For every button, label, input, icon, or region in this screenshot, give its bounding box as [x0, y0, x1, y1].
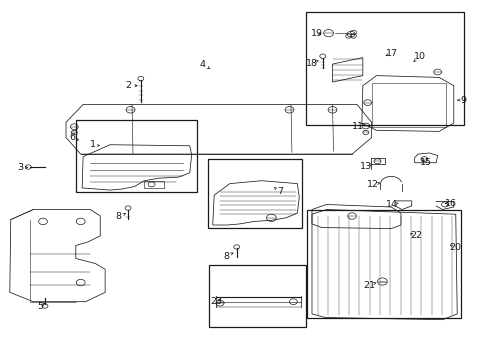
Text: 1: 1 — [90, 140, 96, 149]
Text: 21: 21 — [363, 281, 374, 289]
Text: 9: 9 — [460, 95, 466, 104]
Bar — [76, 120, 196, 192]
Text: 5: 5 — [37, 302, 43, 311]
Text: 23: 23 — [210, 297, 222, 306]
Text: 13: 13 — [359, 162, 371, 171]
Text: 17: 17 — [386, 49, 397, 58]
Text: 8: 8 — [115, 212, 121, 221]
Text: 3: 3 — [18, 163, 23, 172]
Text: 6: 6 — [69, 133, 75, 142]
Text: 22: 22 — [410, 231, 422, 240]
Text: 15: 15 — [420, 158, 431, 167]
Text: 11: 11 — [351, 122, 363, 131]
Text: 19: 19 — [310, 29, 322, 37]
Bar — [207, 159, 302, 228]
Text: 7: 7 — [276, 187, 282, 196]
Text: 2: 2 — [125, 81, 131, 90]
Text: 16: 16 — [444, 199, 456, 208]
Text: 20: 20 — [449, 243, 461, 252]
Text: 4: 4 — [200, 60, 205, 69]
Bar — [209, 265, 305, 327]
Text: 18: 18 — [305, 58, 317, 68]
Text: 14: 14 — [386, 200, 397, 209]
Text: 12: 12 — [366, 180, 378, 189]
Bar — [305, 12, 463, 125]
Text: 10: 10 — [413, 52, 425, 61]
Bar — [306, 210, 460, 318]
Text: 8: 8 — [223, 252, 228, 261]
